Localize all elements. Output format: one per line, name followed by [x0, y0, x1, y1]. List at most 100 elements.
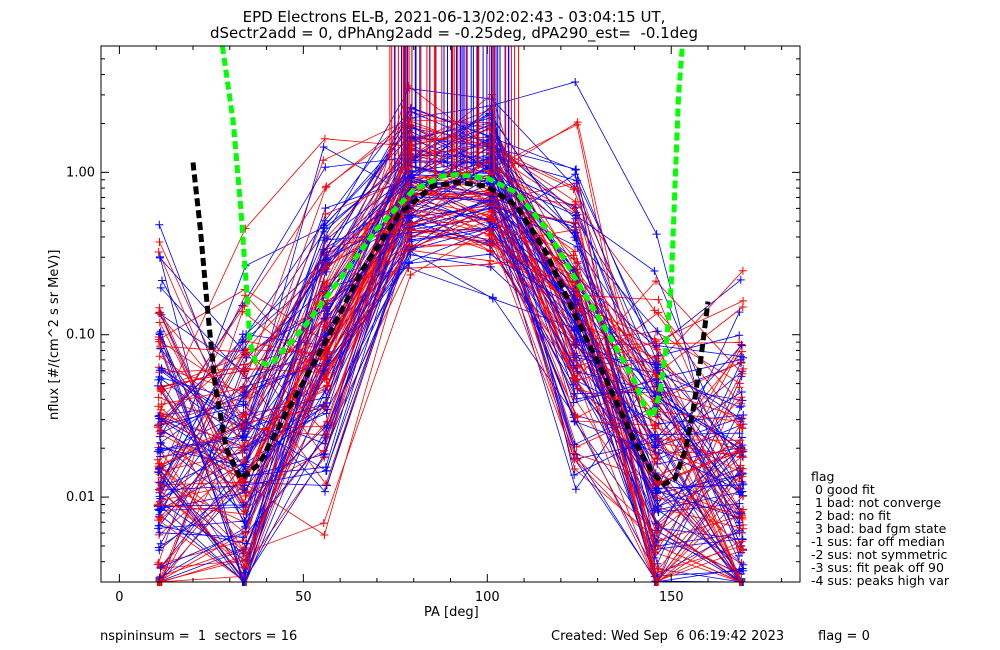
data-point-marker [239, 366, 248, 375]
data-point-marker [570, 326, 579, 335]
data-point-marker [570, 361, 578, 370]
pa-trace [160, 196, 743, 583]
data-point-marker [321, 216, 329, 225]
data-point-marker [738, 514, 747, 523]
data-point-marker [488, 294, 497, 303]
pa-trace [160, 158, 742, 583]
footer-flag: flag = 0 [818, 629, 870, 644]
peak-spike-lines [389, 46, 520, 176]
data-point-marker [738, 472, 747, 481]
data-point-marker [155, 366, 164, 375]
data-point-marker [654, 449, 663, 458]
data-point-marker [404, 211, 413, 220]
data-point-marker [155, 318, 164, 327]
data-point-marker [240, 568, 249, 577]
data-point-marker [652, 528, 661, 537]
data-point-marker [736, 453, 745, 462]
x-tick-label: 0 [115, 590, 123, 605]
data-point-marker [240, 439, 249, 447]
y-tick-label: 0.01 [66, 490, 95, 505]
data-point-marker [571, 214, 580, 223]
legend-item: -2 sus: not symmetric [811, 547, 948, 562]
legend-item: -3 sus: fit peak off 90 [811, 560, 944, 575]
data-point-marker [157, 515, 166, 524]
data-point-marker [155, 528, 164, 537]
legend-item: 1 bad: not converge [811, 495, 942, 510]
data-point-marker [570, 229, 579, 238]
data-point-marker [737, 399, 745, 408]
data-point-marker [155, 530, 164, 539]
data-point-marker [652, 484, 661, 493]
data-point-marker [155, 464, 164, 473]
x-tick-label: 50 [295, 590, 312, 605]
data-point-marker [737, 559, 746, 567]
data-point-marker [405, 182, 414, 190]
data-point-marker [737, 423, 746, 432]
data-point-marker [405, 259, 414, 268]
pa-trace [161, 228, 743, 553]
data-point-marker [320, 531, 329, 539]
data-point-marker [320, 221, 329, 230]
data-point-marker [155, 303, 164, 312]
data-point-marker [735, 499, 744, 508]
data-point-marker [405, 241, 414, 250]
data-point-marker [320, 134, 329, 143]
data-point-marker [321, 163, 330, 172]
data-point-marker [240, 388, 249, 397]
pa-trace [161, 161, 741, 583]
data-point-marker [573, 184, 582, 193]
pa-trace [159, 229, 740, 579]
y-axis-label: nflux [#/(cm^2 s sr MeV)] [47, 249, 62, 420]
data-point-marker [653, 345, 662, 354]
data-point-marker [570, 440, 579, 449]
data-point-marker [737, 341, 746, 350]
data-point-marker [242, 418, 251, 427]
pa-trace [160, 158, 742, 465]
pa-trace [159, 219, 741, 533]
data-point-marker [654, 564, 663, 573]
data-point-marker [156, 409, 165, 417]
data-point-marker [155, 427, 164, 436]
data-point-marker [739, 353, 748, 362]
axes-ticks: 0 50 100 150 0.01 0.10 1.00 [66, 45, 800, 605]
data-point-marker [239, 533, 248, 542]
pa-trace [157, 212, 743, 515]
data-point-marker [735, 439, 744, 448]
data-point-marker [153, 500, 162, 509]
data-point-marker [154, 248, 163, 256]
data-point-marker [155, 253, 164, 262]
data-point-marker [571, 197, 580, 206]
data-point-marker [571, 375, 580, 384]
data-point-marker [157, 473, 166, 482]
data-point-marker [157, 400, 166, 409]
data-point-marker [572, 211, 581, 220]
data-point-marker [735, 526, 744, 535]
data-point-marker [239, 384, 248, 393]
data-point-marker [569, 218, 578, 227]
legend-item: 2 bad: no fit [811, 508, 891, 523]
fit-curve [190, 162, 711, 488]
data-point-marker [654, 295, 663, 304]
data-point-marker [569, 398, 578, 407]
data-point-marker [322, 423, 331, 432]
pa-trace [159, 85, 742, 403]
y-tick-label: 1.00 [66, 165, 95, 180]
data-point-marker [154, 468, 163, 477]
data-point-marker [652, 538, 661, 546]
pa-distribution-traces [153, 78, 748, 586]
data-point-marker [323, 234, 331, 243]
pa-trace [159, 174, 741, 490]
data-point-marker [739, 560, 748, 569]
data-point-marker [242, 539, 251, 548]
data-point-marker [240, 302, 249, 311]
data-point-marker [735, 518, 744, 527]
data-point-marker [735, 565, 744, 574]
data-point-marker [320, 277, 329, 286]
data-point-marker [319, 156, 328, 165]
data-point-marker [485, 240, 494, 249]
data-point-marker [320, 446, 329, 455]
data-point-marker [238, 346, 247, 355]
data-point-marker [651, 430, 660, 439]
pa-trace [159, 164, 744, 489]
